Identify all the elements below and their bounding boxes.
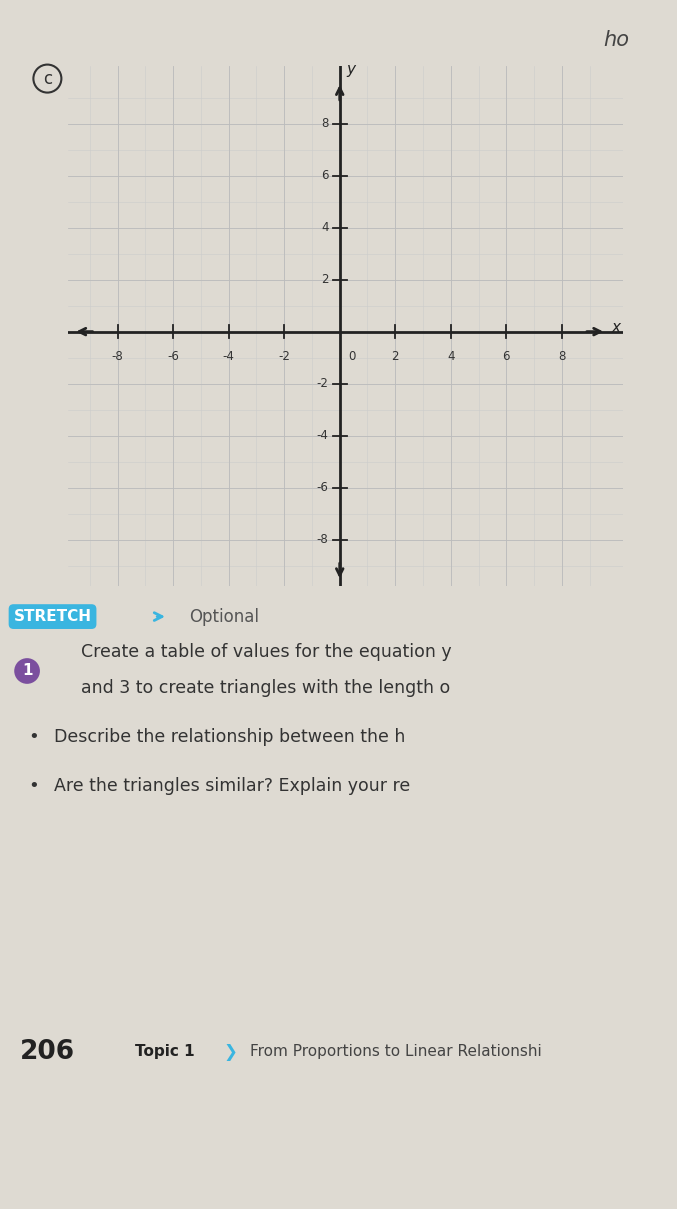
Text: 4: 4 bbox=[321, 221, 328, 235]
Text: and 3 to create triangles with the length o: and 3 to create triangles with the lengt… bbox=[81, 679, 450, 696]
Text: 6: 6 bbox=[502, 349, 510, 363]
Text: -2: -2 bbox=[278, 349, 290, 363]
Text: Describe the relationship between the h: Describe the relationship between the h bbox=[54, 729, 406, 746]
Text: Optional: Optional bbox=[190, 608, 259, 625]
Text: •: • bbox=[28, 729, 39, 746]
Text: 1: 1 bbox=[22, 664, 32, 678]
Text: 6: 6 bbox=[321, 169, 328, 183]
Text: -8: -8 bbox=[112, 349, 123, 363]
Text: -4: -4 bbox=[317, 429, 328, 442]
Text: y: y bbox=[347, 62, 355, 77]
Text: •: • bbox=[28, 777, 39, 794]
Text: 4: 4 bbox=[447, 349, 454, 363]
Text: ho: ho bbox=[603, 30, 629, 51]
Text: 206: 206 bbox=[20, 1039, 75, 1065]
Text: ❯: ❯ bbox=[223, 1043, 237, 1060]
Text: 8: 8 bbox=[558, 349, 565, 363]
Text: -6: -6 bbox=[317, 481, 328, 494]
Text: STRETCH: STRETCH bbox=[14, 609, 91, 624]
Text: -2: -2 bbox=[317, 377, 328, 391]
Text: From Proportions to Linear Relationshi: From Proportions to Linear Relationshi bbox=[250, 1045, 542, 1059]
Text: 2: 2 bbox=[391, 349, 399, 363]
Text: x: x bbox=[612, 320, 621, 335]
Text: Are the triangles similar? Explain your re: Are the triangles similar? Explain your … bbox=[54, 777, 410, 794]
Text: Create a table of values for the equation y: Create a table of values for the equatio… bbox=[81, 643, 452, 660]
Text: -4: -4 bbox=[223, 349, 235, 363]
Text: 2: 2 bbox=[321, 273, 328, 287]
Text: Topic 1: Topic 1 bbox=[135, 1045, 195, 1059]
Text: c: c bbox=[43, 70, 52, 87]
Text: -8: -8 bbox=[317, 533, 328, 546]
Text: 8: 8 bbox=[322, 117, 328, 131]
Text: -6: -6 bbox=[167, 349, 179, 363]
Text: 0: 0 bbox=[348, 349, 355, 363]
